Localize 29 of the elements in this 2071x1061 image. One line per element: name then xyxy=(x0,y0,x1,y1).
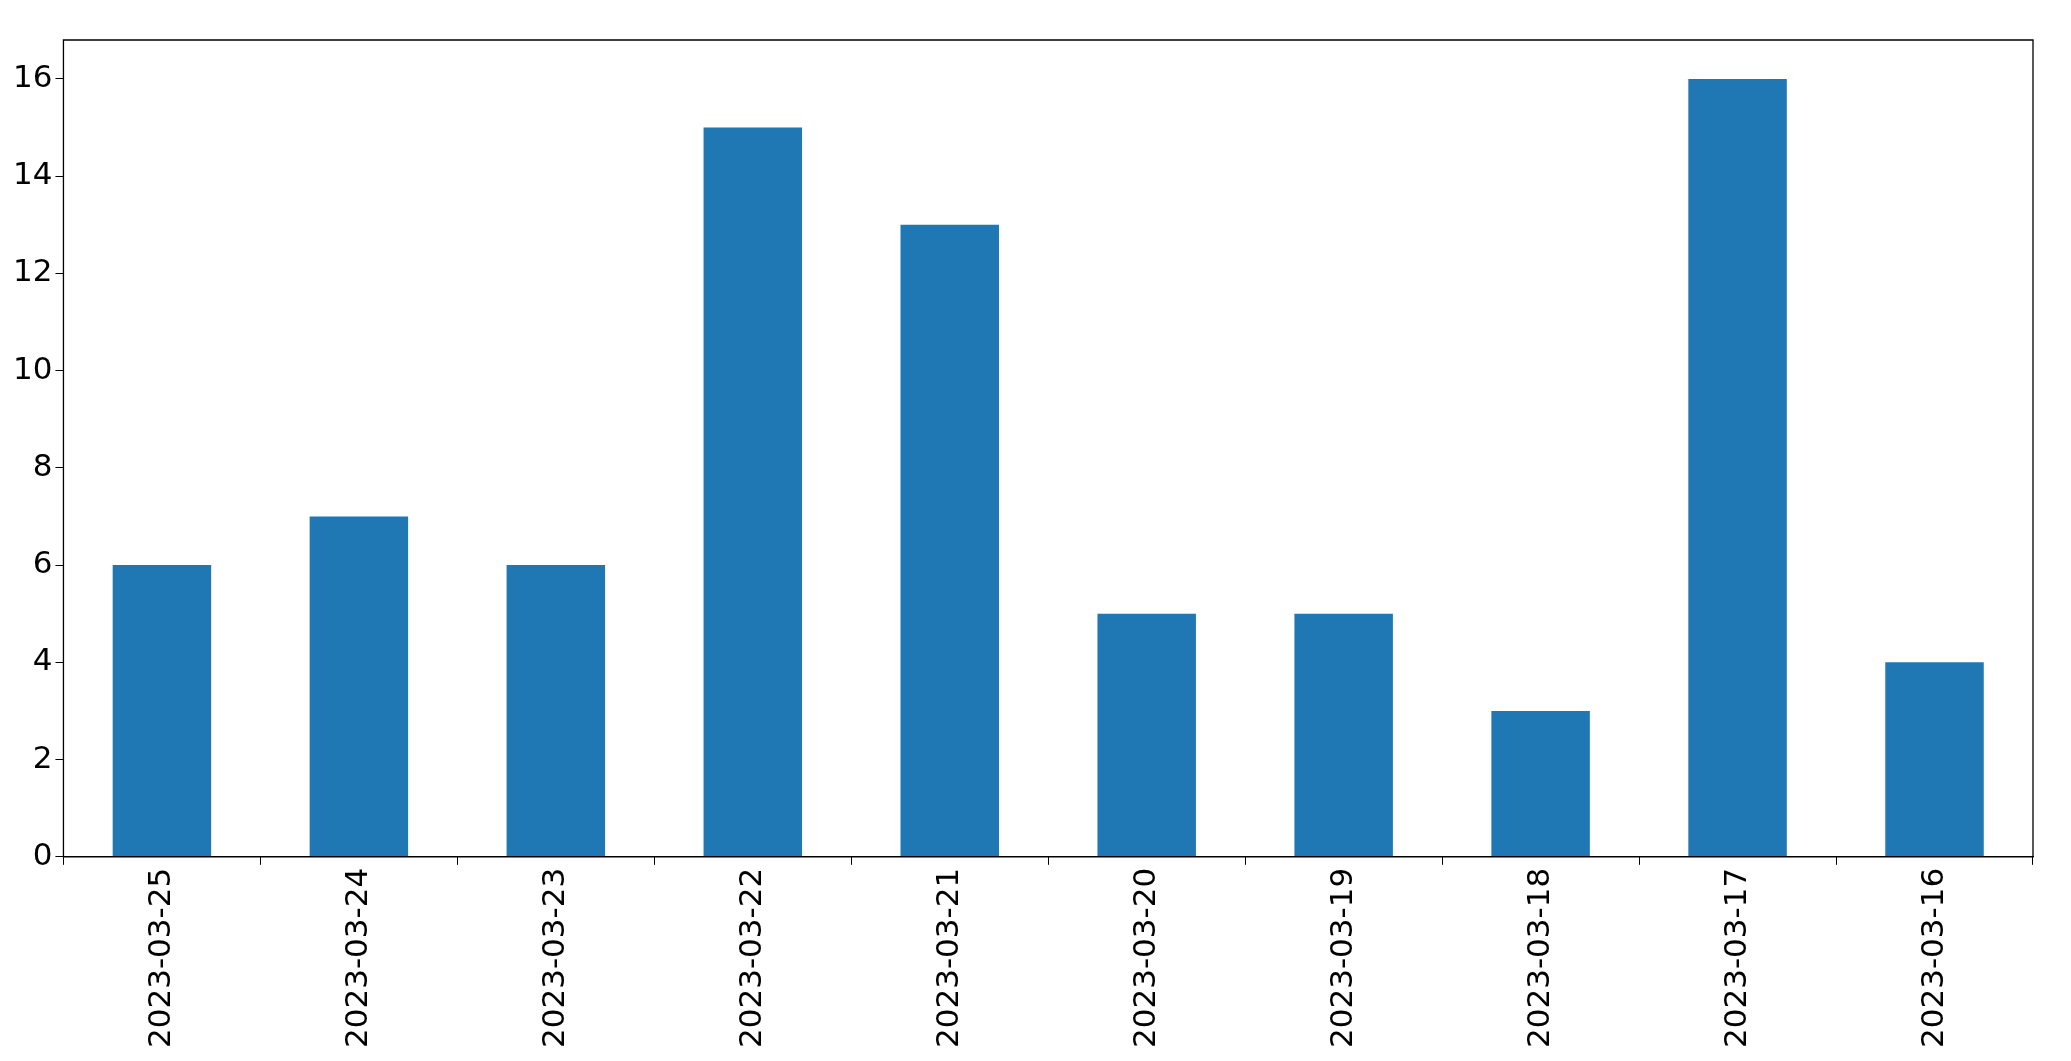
x-tick-label: 2023-03-24 xyxy=(337,867,374,1049)
bar xyxy=(1491,710,1590,857)
y-tick-label: 14 xyxy=(12,155,53,192)
y-tick-label: 4 xyxy=(32,641,53,678)
bar xyxy=(1885,662,1984,857)
x-tick-label: 2023-03-23 xyxy=(534,867,571,1049)
bar xyxy=(703,127,803,857)
x-tick-label: 2023-03-20 xyxy=(1125,867,1162,1049)
bar xyxy=(112,565,212,857)
x-tick-label: 2023-03-19 xyxy=(1322,867,1359,1049)
x-tick-label: 2023-03-21 xyxy=(928,867,965,1049)
bar xyxy=(309,516,409,857)
y-tick-label: 10 xyxy=(12,349,53,386)
y-tick-label: 2 xyxy=(32,738,53,775)
x-tick-label: 2023-03-16 xyxy=(1913,867,1950,1049)
y-tick-label: 0 xyxy=(32,835,53,872)
x-tick-label: 2023-03-22 xyxy=(731,867,768,1049)
bar xyxy=(1097,613,1196,857)
bar xyxy=(900,224,999,857)
x-tick-label: 2023-03-18 xyxy=(1519,867,1556,1049)
y-tick-label: 16 xyxy=(12,57,53,94)
bar xyxy=(506,565,606,857)
x-tick-label: 2023-03-25 xyxy=(140,867,177,1049)
x-tick-label: 2023-03-17 xyxy=(1716,867,1753,1049)
y-tick-label: 6 xyxy=(32,544,53,581)
bar xyxy=(1688,78,1787,857)
bar xyxy=(1294,613,1393,857)
y-tick-label: 12 xyxy=(12,252,53,289)
y-tick-label: 8 xyxy=(32,446,53,483)
